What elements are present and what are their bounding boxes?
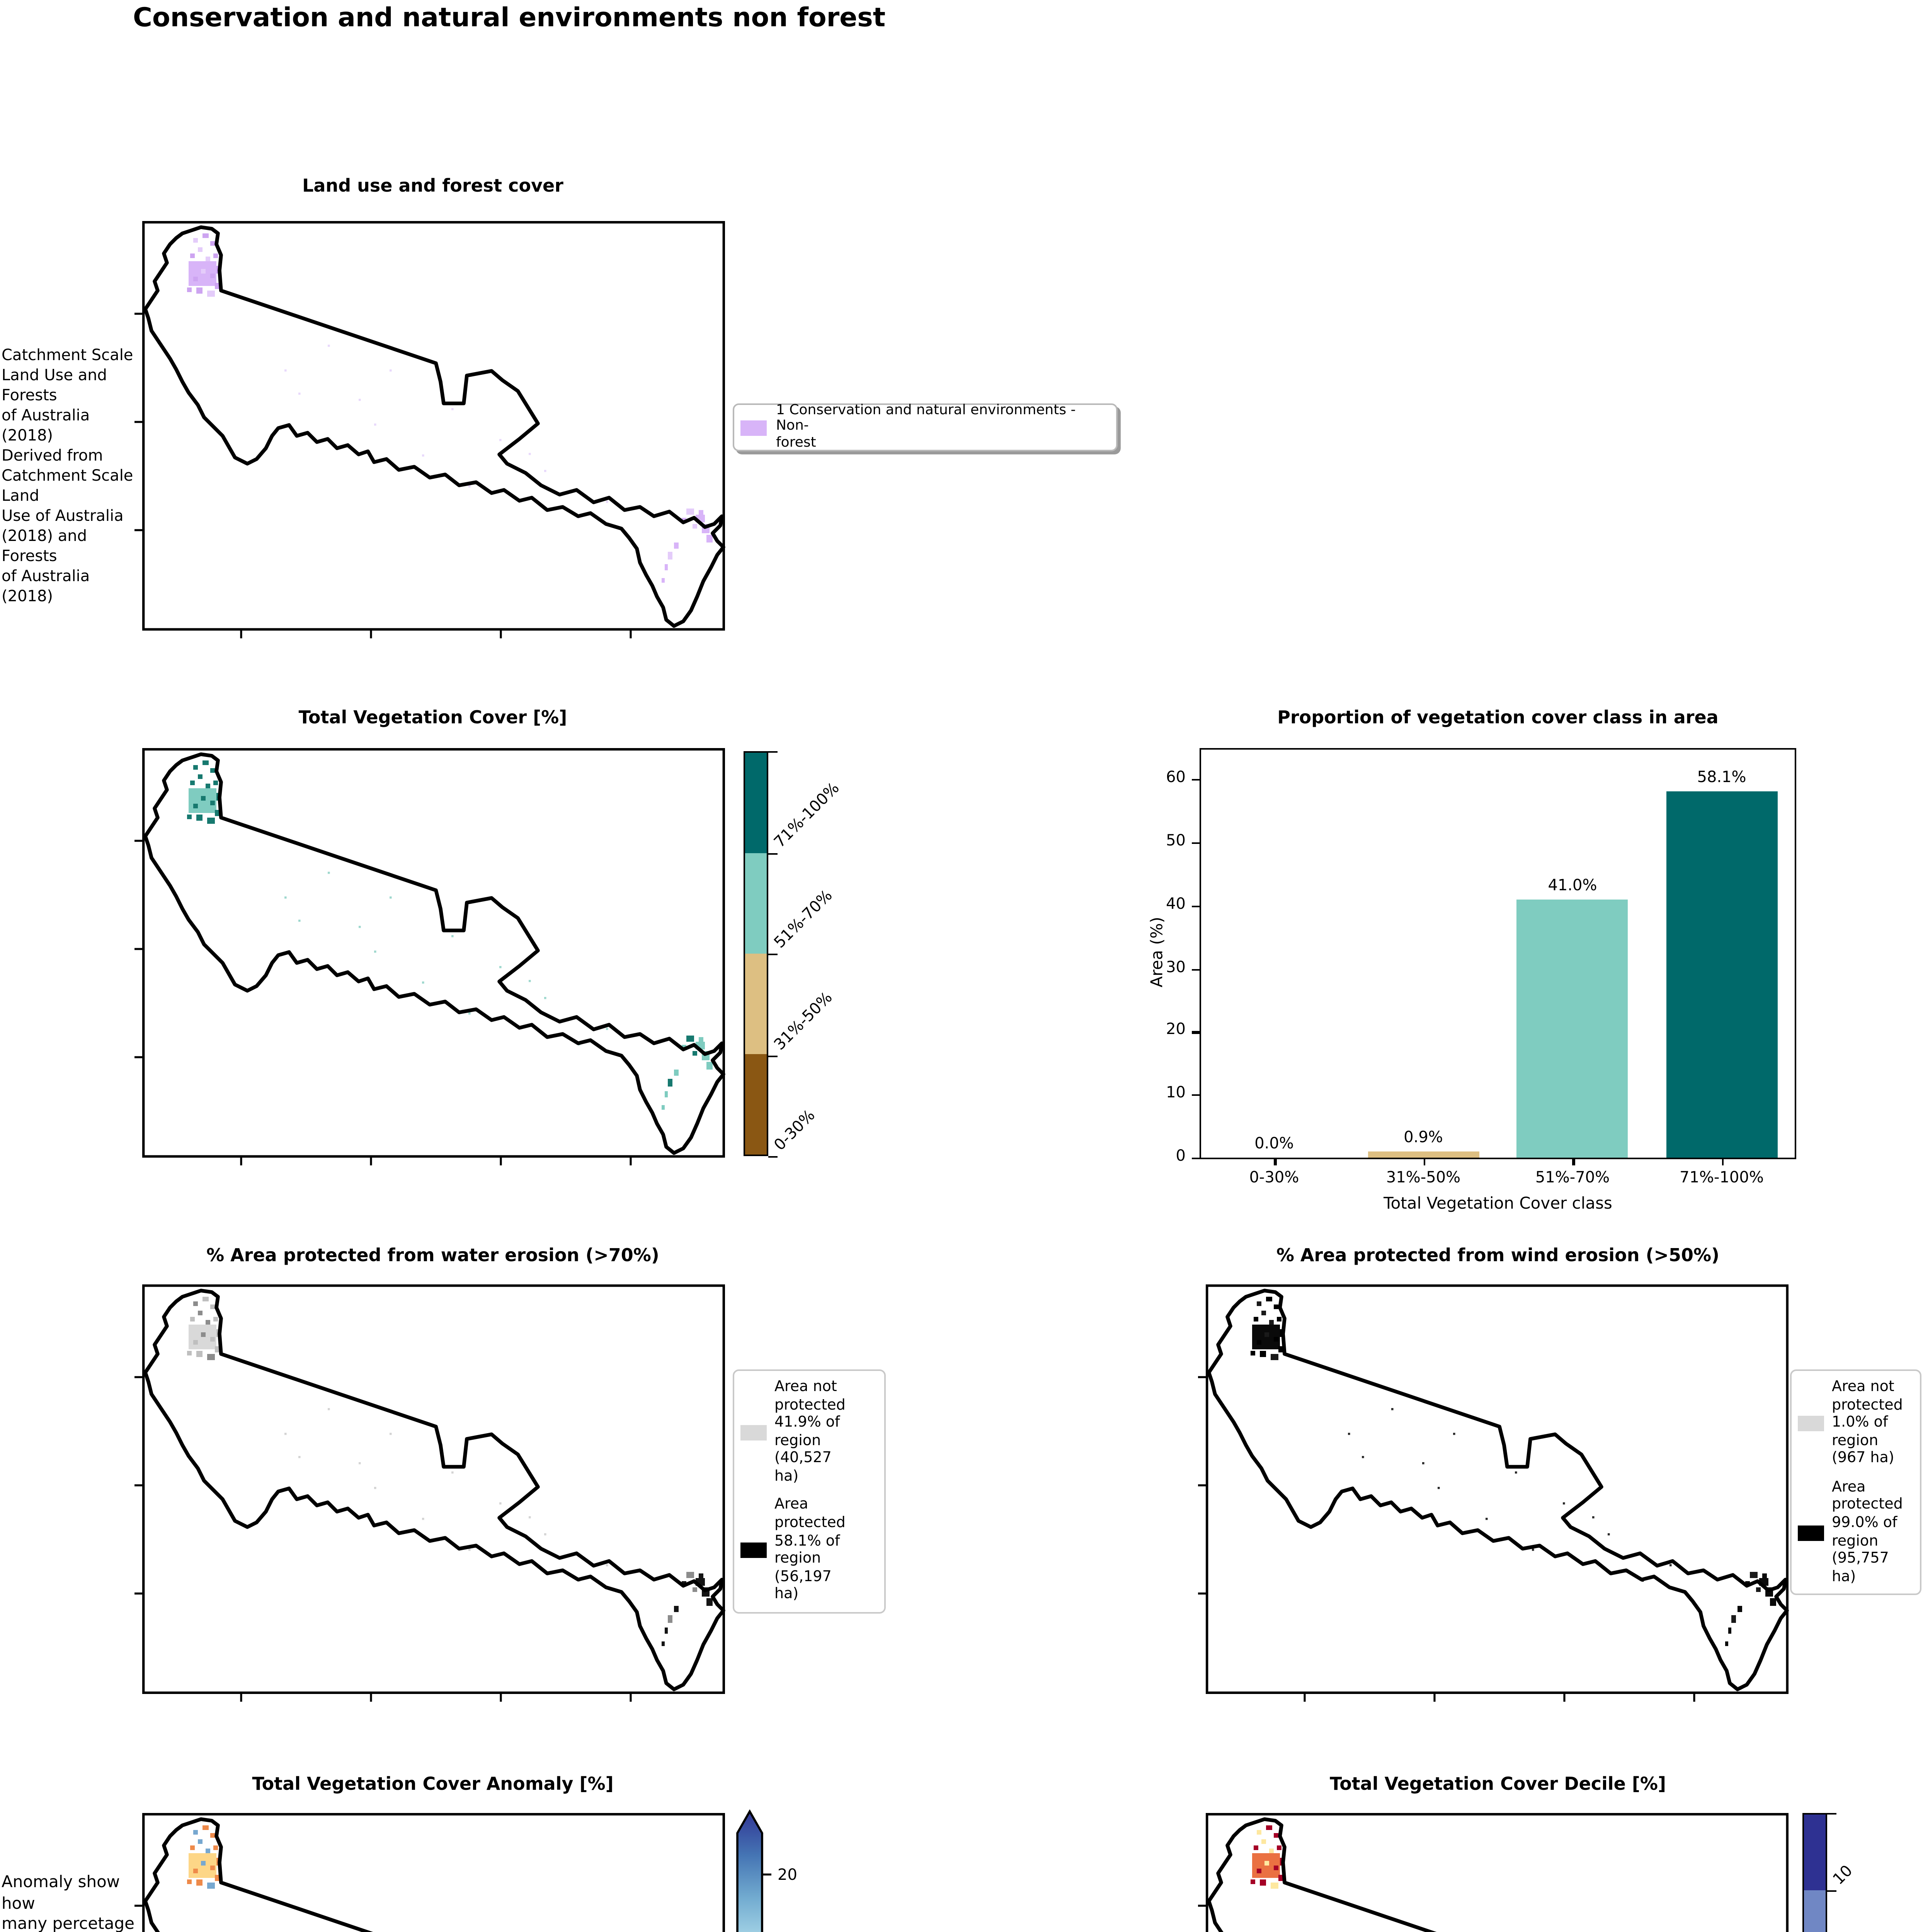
water-legend-label-0: Area not protected 41.9% of region (40,5… [774,1379,846,1485]
chart-x-tick-label: 0-30% [1249,1170,1299,1187]
chart-x-tick [1572,1158,1575,1165]
chart-y-tick-label: 0 [1176,1148,1186,1165]
panel-title-wind: % Area protected from wind erosion (>50%… [1276,1244,1720,1266]
veg-cbar-seg-1 [745,853,767,954]
chart-y-tick-label: 30 [1166,959,1186,976]
veg-cbar-bar [744,751,768,1156]
water-legend-label-1: Area protected 58.1% of region (56,197 h… [774,1497,846,1604]
wind-legend-label-1: Area protected 99.0% of region (95,757 h… [1832,1479,1903,1586]
chart-y-tick [1192,905,1200,907]
veg-cbar-seg-3 [745,1054,767,1155]
wind-legend: Area not protected 1.0% of region (967 h… [1790,1369,1921,1596]
chart-y-tick-label: 20 [1166,1022,1186,1039]
veg-cbar-label-0: 71%-100% [771,779,843,851]
chart-y-tick-label: 10 [1166,1085,1186,1102]
veg-cbar-label-2: 31%-50% [771,988,836,1053]
anomaly-colorbar: 20100−10−20 [736,1809,797,1932]
chart-bar-value-31%-50%: 0.9% [1404,1130,1443,1148]
anomaly-tick-label: 20 [778,1866,797,1884]
chart-x-tick [1423,1158,1426,1165]
panel-title-water: % Area protected from water erosion (>70… [206,1244,659,1266]
map-decile [1198,1813,1789,1932]
water-legend-swatch-1 [740,1543,767,1558]
veg-cbar-tick [768,1156,778,1158]
chart-x-axis-label: Total Vegetation Cover class [1384,1195,1612,1213]
veg-cbar-seg-0 [745,753,767,853]
chart-y-tick [1192,1158,1200,1160]
bar-chart [1200,748,1796,1159]
page-title: Conservation and natural environments no… [133,3,886,34]
chart-bar-71%-100% [1666,791,1777,1158]
landuse-legend-label: 1 Conservation and natural environments … [776,403,1076,451]
dec-cbar-seg-0 [1804,1815,1826,1891]
wind-legend-entry-0: Area not protected 1.0% of region (967 h… [1798,1379,1914,1468]
veg-cbar-tick [768,1055,778,1057]
dec-cbar-bar [1802,1813,1827,1932]
wind-legend-swatch-0 [1798,1415,1824,1431]
veg-cbar-label-3: 0-30% [771,1107,819,1155]
dec-cbar-seg-1 [1804,1890,1826,1932]
chart-y-tick-label: 50 [1166,833,1186,850]
map-water-erosion [134,1284,725,1702]
chart-y-axis-label: Area (%) [1148,917,1167,988]
chart-y-tick [1192,779,1200,781]
chart-x-tick-label: 31%-50% [1386,1170,1461,1187]
map-landuse [134,221,725,638]
landuse-legend-swatch [740,420,767,435]
water-legend-entry-0: Area not protected 41.9% of region (40,5… [740,1379,878,1486]
wind-legend-swatch-1 [1798,1525,1824,1541]
veg-cbar-seg-2 [745,954,767,1054]
anomaly-side-text: Anomaly show how many percetage points e… [2,1873,134,1932]
chart-bar-51%-70% [1517,899,1628,1158]
water-legend-entry-1: Area protected 58.1% of region (56,197 h… [740,1497,878,1604]
chart-y-tick-label: 60 [1166,770,1186,787]
dec-cbar-tick [1827,1813,1836,1815]
chart-bar-31%-50% [1368,1152,1479,1158]
chart-y-tick [1192,968,1200,971]
chart-x-tick-label: 51%-70% [1535,1170,1610,1187]
panel-title-chart: Proportion of vegetation cover class in … [1277,706,1719,728]
landuse-side-text: Catchment Scale Land Use and Forests of … [2,348,133,606]
anomaly-colorbar-bar [736,1809,763,1932]
dec-cbar-tick [1827,1889,1836,1891]
panel-title-landuse: Land use and forest cover [302,175,563,196]
wind-legend-entry-1: Area protected 99.0% of region (95,757 h… [1798,1479,1914,1587]
chart-x-tick [1722,1158,1724,1165]
water-legend-swatch-0 [740,1424,767,1440]
map-anomaly [134,1813,725,1932]
chart-x-tick-label: 71%-100% [1680,1170,1764,1187]
veg-cbar-tick [768,852,778,854]
panel-title-anomaly: Total Vegetation Cover Anomaly [%] [252,1773,614,1794]
chart-x-tick [1274,1158,1276,1165]
chart-y-tick [1192,1094,1200,1097]
landuse-legend: 1 Conservation and natural environments … [733,403,1118,451]
chart-y-tick [1192,842,1200,844]
panel-title-veg: Total Vegetation Cover [%] [298,706,567,728]
water-legend: Area not protected 41.9% of region (40,5… [733,1369,886,1614]
veg-cbar-tick [768,751,778,753]
chart-y-tick [1192,1031,1200,1034]
panel-title-decile: Total Vegetation Cover Decile [%] [1329,1773,1666,1794]
chart-bar-value-71%-100%: 58.1% [1697,769,1746,786]
map-wind-erosion [1198,1284,1789,1702]
chart-bar-value-51%-70%: 41.0% [1548,877,1597,895]
chart-y-tick-label: 40 [1166,896,1186,913]
wind-legend-label-0: Area not protected 1.0% of region (967 h… [1832,1379,1903,1468]
dec-cbar-label-0: 10 [1830,1862,1857,1888]
veg-cbar-tick [768,954,778,956]
chart-bar-value-0-30%: 0.0% [1254,1136,1294,1153]
veg-cbar-label-1: 51%-70% [771,887,836,952]
map-veg-cover [134,748,725,1165]
